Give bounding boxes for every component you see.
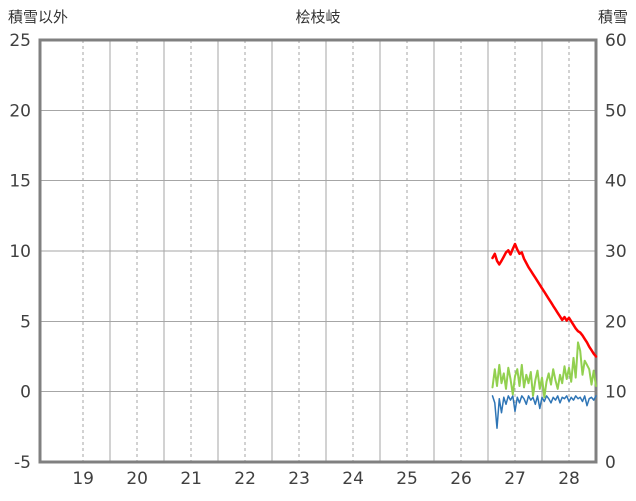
right-axis-title: 積雪: [597, 8, 628, 26]
svg-text:0: 0: [605, 453, 616, 473]
svg-text:60: 60: [605, 31, 627, 51]
svg-text:30: 30: [605, 242, 627, 262]
svg-text:24: 24: [342, 469, 364, 489]
svg-text:25: 25: [396, 469, 418, 489]
svg-text:22: 22: [234, 469, 256, 489]
chart-title: 桧枝岐: [295, 8, 341, 26]
svg-text:20: 20: [605, 312, 627, 332]
svg-text:0: 0: [20, 383, 31, 403]
svg-text:40: 40: [605, 172, 627, 192]
svg-text:20: 20: [126, 469, 148, 489]
svg-text:21: 21: [180, 469, 202, 489]
svg-text:10: 10: [9, 242, 31, 262]
svg-text:50: 50: [605, 101, 627, 121]
svg-text:23: 23: [288, 469, 310, 489]
svg-text:25: 25: [9, 31, 31, 51]
svg-text:19: 19: [72, 469, 94, 489]
svg-text:5: 5: [20, 312, 31, 332]
svg-text:26: 26: [450, 469, 472, 489]
svg-text:-5: -5: [14, 453, 31, 473]
svg-text:28: 28: [558, 469, 580, 489]
chart-header: 桧枝岐 積雪以外 積雪: [0, 6, 636, 28]
svg-text:20: 20: [9, 101, 31, 121]
svg-text:27: 27: [504, 469, 526, 489]
svg-text:10: 10: [605, 383, 627, 403]
left-axis-title: 積雪以外: [8, 8, 69, 26]
svg-text:15: 15: [9, 172, 31, 192]
